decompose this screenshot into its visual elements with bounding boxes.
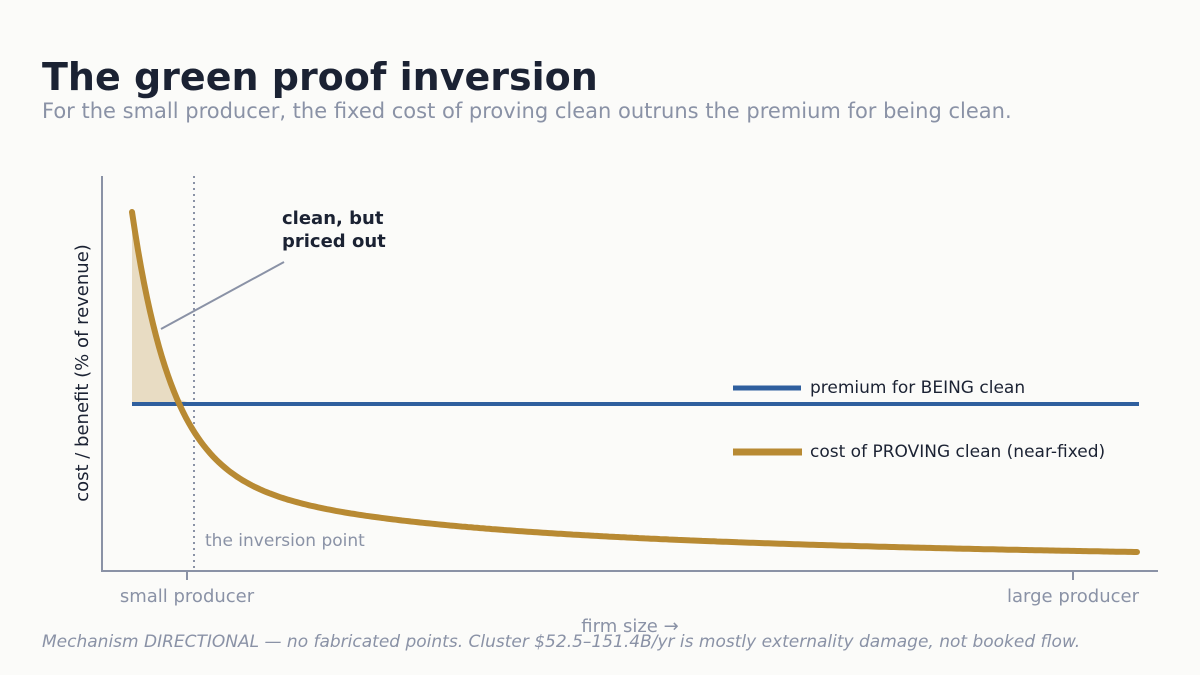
x-axis-label: firm size →: [581, 616, 678, 637]
footnote: Mechanism DIRECTIONAL — no fabricated po…: [42, 632, 1080, 652]
chart-subtitle: For the small producer, the fixed cost o…: [42, 99, 1012, 123]
priced-out-region: [132, 212, 194, 404]
annotation-leader: [160, 261, 285, 330]
y-axis-label: cost / benefit (% of revenue): [72, 244, 93, 502]
annotation-inversion-point: the inversion point: [205, 531, 365, 551]
x-tick-label-large: large producer: [1007, 586, 1140, 607]
x-tick-label-small: small producer: [120, 586, 255, 607]
legend-label-cost: cost of PROVING clean (near-fixed): [810, 442, 1105, 462]
cost-series-line: [129, 209, 1140, 555]
legend-label-premium: premium for BEING clean: [810, 378, 1025, 398]
chart-title: The green proof inversion: [42, 55, 598, 99]
annotation-priced-out: clean, but priced out: [282, 208, 390, 252]
